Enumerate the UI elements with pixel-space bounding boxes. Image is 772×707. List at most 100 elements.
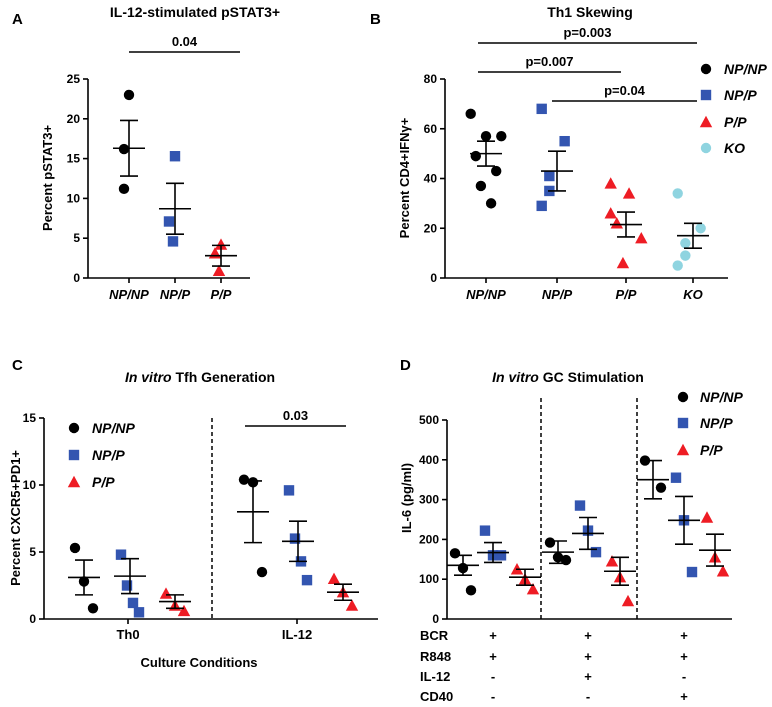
panel-d-condition-name: CD40 xyxy=(420,689,453,704)
panel-d-legend-label: NP/P xyxy=(700,415,733,431)
panel-d-y-tick-label: 100 xyxy=(419,572,439,586)
panel-a-sig-label: 0.04 xyxy=(172,34,198,49)
panel-a-data-point xyxy=(167,236,179,247)
panel-c-title: In vitro Tfh Generation xyxy=(125,369,275,385)
panel-d-data-point xyxy=(449,548,461,559)
panel-c-title-rest: Tfh Generation xyxy=(172,369,275,385)
panel-b-x-tick-label: KO xyxy=(683,287,703,302)
panel-d-data-point xyxy=(526,582,540,595)
panel-a-x-tick-label: NP/NP xyxy=(109,287,149,302)
panel-b-data-point xyxy=(604,177,617,189)
panel-b-legend-marker xyxy=(700,89,712,101)
panel-b-x-tick-label: NP/P xyxy=(542,287,573,302)
panel-c-sig-label: 0.03 xyxy=(283,408,308,423)
panel-d-data-point xyxy=(716,565,730,577)
panel-c-legend-label: NP/P xyxy=(92,447,125,463)
panel-b-data-point xyxy=(544,170,555,182)
panel-d-condition-name: BCR xyxy=(420,628,449,643)
panel-d-data-point xyxy=(605,555,619,567)
panel-b-data-point xyxy=(485,198,497,209)
panel-label-d: D xyxy=(400,357,411,374)
panel-d-ylabel: IL-6 (pg/ml) xyxy=(399,463,414,533)
panel-c-data-point xyxy=(69,542,81,554)
panel-d-data-point xyxy=(544,537,556,548)
panel-b-ylabel: Percent CD4+IFNγ+ xyxy=(397,117,412,238)
panel-c-y-tick-label: 5 xyxy=(29,545,36,559)
panel-a-y-tick-label: 5 xyxy=(73,231,80,245)
panel-b-data-point xyxy=(680,250,691,261)
panel-d-data-point xyxy=(479,525,491,536)
panel-c-data-point xyxy=(87,603,99,614)
panel-b-data-point xyxy=(480,131,492,142)
panel-c-data-point xyxy=(283,485,295,496)
panel-b-data-point xyxy=(604,207,617,219)
panel-a-y-tick-label: 25 xyxy=(67,72,81,86)
panel-d-condition-sign: + xyxy=(584,649,592,664)
panel-c-y-tick-label: 0 xyxy=(29,612,36,626)
panel-d-condition-sign: + xyxy=(680,628,688,643)
panel-d-title-italic: In vitro xyxy=(492,369,539,385)
panel-b-legend-marker xyxy=(699,115,713,128)
panel-label-a: A xyxy=(12,11,23,28)
panel-c-ylabel: Percent CXCR5+PD1+ xyxy=(8,450,23,586)
panel-b-data-point xyxy=(475,180,487,192)
panel-c-data-point xyxy=(127,597,139,609)
panel-b-data-point xyxy=(635,232,648,244)
panel-d-condition-sign: - xyxy=(491,669,495,684)
panel-c-data-point xyxy=(133,607,145,618)
panel-b-y-tick-label: 0 xyxy=(430,271,437,285)
panel-d-title: In vitro GC Stimulation xyxy=(492,369,644,385)
panel-b-x-tick-label: P/P xyxy=(616,287,637,302)
panel-b-legend-label: NP/NP xyxy=(724,61,767,77)
panel-b-data-point xyxy=(616,256,630,269)
panel-d-legend-marker xyxy=(676,443,690,456)
panel-d-condition-sign: + xyxy=(584,628,592,643)
panel-b-data-point xyxy=(610,217,624,229)
panel-b-data-point xyxy=(470,150,481,162)
panel-c-legend-marker xyxy=(68,449,80,461)
panel-d-legend-label: NP/NP xyxy=(700,389,743,405)
panel-b-y-tick-label: 20 xyxy=(424,221,438,235)
panel-c-data-point xyxy=(345,599,359,611)
panel-c-data-point xyxy=(121,580,133,591)
panel-c-data-point xyxy=(115,549,127,560)
panel-c-legend-marker xyxy=(67,475,81,488)
panel-c-y-tick-label: 10 xyxy=(23,478,37,492)
panel-a-y-tick-label: 10 xyxy=(67,191,81,205)
panel-a-ylabel: Percent pSTAT3+ xyxy=(40,125,55,231)
panel-b-data-point xyxy=(536,200,547,212)
panel-b-legend-label: KO xyxy=(724,140,745,156)
panel-c-data-point xyxy=(289,533,301,544)
panel-d-data-point xyxy=(495,550,507,561)
panel-c-title-italic: In vitro xyxy=(125,369,172,385)
panel-d-title-rest: GC Stimulation xyxy=(539,369,644,385)
panel-b-title: Th1 Skewing xyxy=(547,4,633,20)
panel-c-xlabel: Culture Conditions xyxy=(141,655,258,670)
panel-c-data-point xyxy=(301,574,313,586)
panel-c-data-point xyxy=(159,587,173,599)
panel-d-condition-sign: - xyxy=(682,669,686,684)
panel-b-data-point xyxy=(491,165,502,177)
panel-d-legend-marker xyxy=(677,391,689,403)
panel-b-y-tick-label: 80 xyxy=(424,72,438,86)
panel-b-sig-2-label: p=0.007 xyxy=(525,54,573,69)
panel-d-y-tick-label: 300 xyxy=(419,493,439,507)
panel-c-data-point xyxy=(238,474,250,485)
panel-c-group-label: IL-12 xyxy=(282,627,312,642)
panel-a-data-point xyxy=(123,89,135,101)
panel-c-legend-label: NP/NP xyxy=(92,420,135,436)
panel-b-legend-label: NP/P xyxy=(724,87,757,103)
panel-label-c: C xyxy=(12,357,23,374)
panel-d-y-tick-label: 400 xyxy=(419,453,439,467)
panel-b-data-point xyxy=(496,131,507,142)
panel-b-sig-3-label: p=0.04 xyxy=(604,83,646,98)
panel-d-condition-name: IL-12 xyxy=(420,669,450,684)
panel-a-x-tick-label: NP/P xyxy=(160,287,191,302)
panel-d-condition-sign: + xyxy=(489,649,497,664)
panel-a-y-tick-label: 0 xyxy=(73,271,80,285)
panel-c-data-point xyxy=(256,566,268,578)
panel-a-x-tick-label: P/P xyxy=(211,287,232,302)
panel-label-b: B xyxy=(370,11,381,28)
panel-b-data-point xyxy=(559,135,570,147)
panel-a-data-point xyxy=(169,151,181,162)
